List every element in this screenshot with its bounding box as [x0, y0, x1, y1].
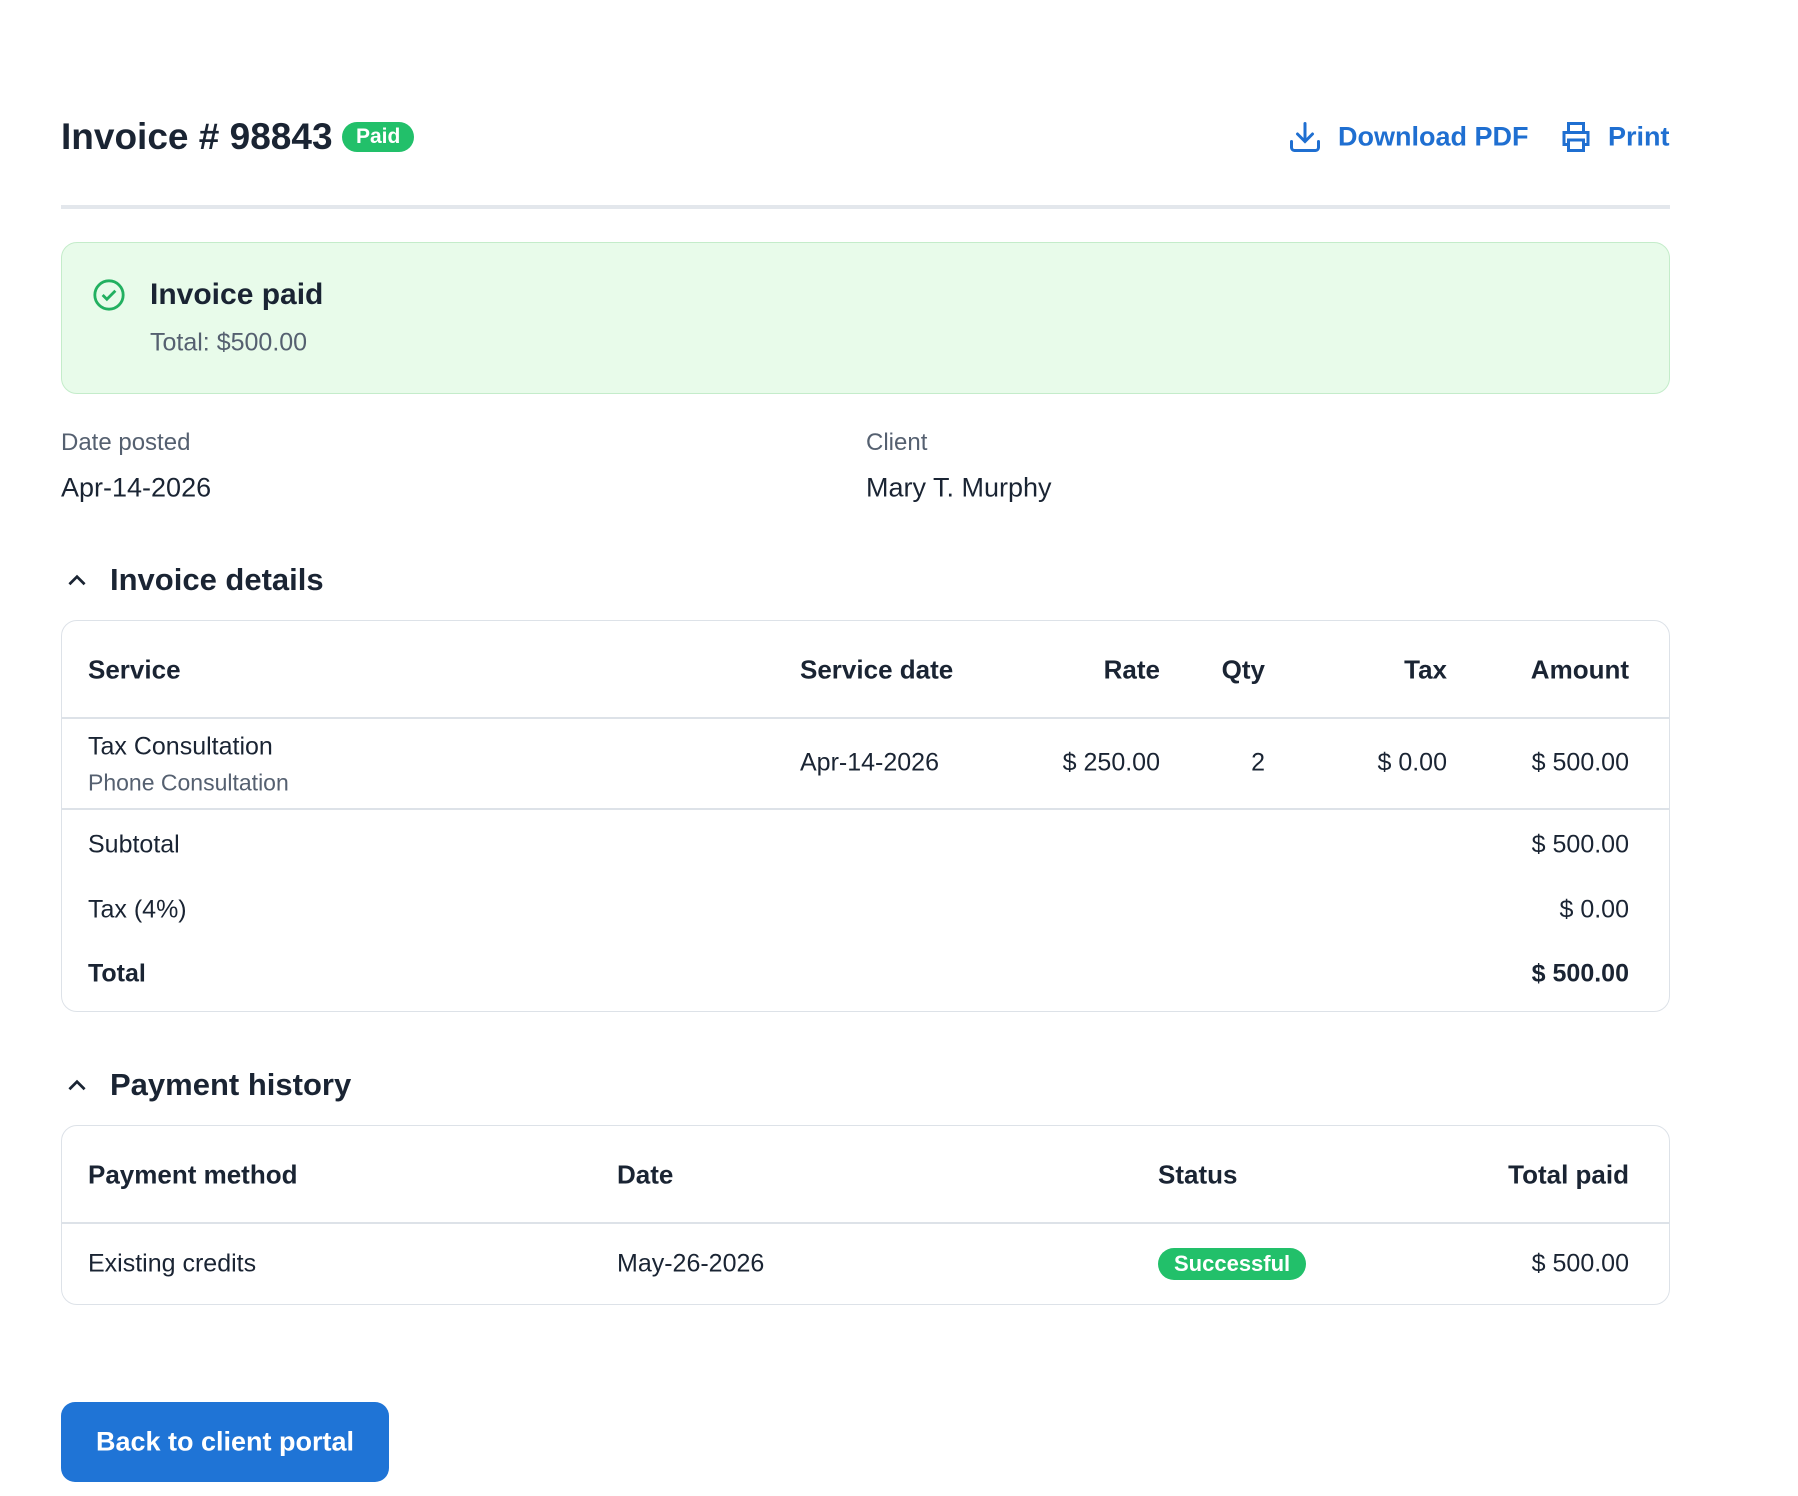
paid-notice [61, 242, 1670, 394]
print[interactable]: Print [1608, 121, 1670, 152]
service-date: Apr-14-2026 [800, 748, 939, 777]
qty: 2 [1251, 748, 1265, 777]
column-header: Total paid [1508, 1159, 1629, 1190]
service-description: Phone Consultation [88, 769, 289, 796]
section-heading[interactable]: Payment history [110, 1067, 352, 1102]
back-button-label[interactable]: Back to client portal [95, 1426, 355, 1457]
summary-value: $ 500.00 [1531, 959, 1629, 988]
check-icon [93, 279, 125, 311]
row-line [62, 1222, 1669, 1224]
section-heading[interactable]: Invoice details [110, 562, 324, 597]
column-header: Service [88, 654, 181, 685]
meta-value: Apr-14-2026 [61, 472, 212, 503]
summary-label: Tax (4%) [88, 895, 187, 924]
back-button[interactable] [61, 1402, 389, 1482]
download-icon[interactable] [1287, 119, 1323, 155]
notice-title: Invoice paid [150, 278, 324, 311]
column-header: Amount [1530, 654, 1629, 685]
summary-label: Total [88, 959, 146, 988]
meta-label: Client [866, 429, 928, 456]
collapse-icon[interactable] [64, 1073, 90, 1099]
summary-value: $ 500.00 [1531, 830, 1629, 859]
summary-value: $ 0.00 [1559, 895, 1629, 924]
column-header: Tax [1404, 654, 1447, 685]
total-paid: $ 500.00 [1531, 1249, 1629, 1278]
row-line [62, 808, 1669, 810]
invoice-table [61, 620, 1670, 1012]
print-icon[interactable] [1558, 119, 1594, 155]
row-line [62, 717, 1669, 719]
summary-label: Subtotal [88, 830, 180, 859]
column-header: Service date [800, 654, 954, 685]
column-header: Qty [1221, 654, 1265, 685]
status-badge: Successful [1158, 1248, 1307, 1280]
service-name: Tax Consultation [88, 732, 273, 761]
amount: $ 500.00 [1531, 748, 1629, 777]
collapse-icon[interactable] [64, 568, 90, 594]
column-header: Rate [1103, 654, 1160, 685]
download-pdf[interactable]: Download PDF [1338, 121, 1529, 152]
tax: $ 0.00 [1377, 748, 1447, 777]
divider [61, 205, 1670, 209]
column-header: Date [617, 1159, 674, 1190]
column-header: Status [1158, 1159, 1238, 1190]
column-header: Payment method [88, 1159, 298, 1190]
payment-table [61, 1125, 1670, 1305]
paid-badge: Paid [342, 122, 415, 152]
payment-method: Existing credits [88, 1249, 257, 1278]
notice-total: Total: $500.00 [150, 328, 308, 357]
invoice-title: Invoice # 98843 [61, 116, 333, 157]
meta-label: Date posted [61, 429, 191, 456]
meta-value: Mary T. Murphy [866, 472, 1052, 503]
payment-date: May-26-2026 [617, 1249, 765, 1278]
rate: $ 250.00 [1062, 748, 1160, 777]
